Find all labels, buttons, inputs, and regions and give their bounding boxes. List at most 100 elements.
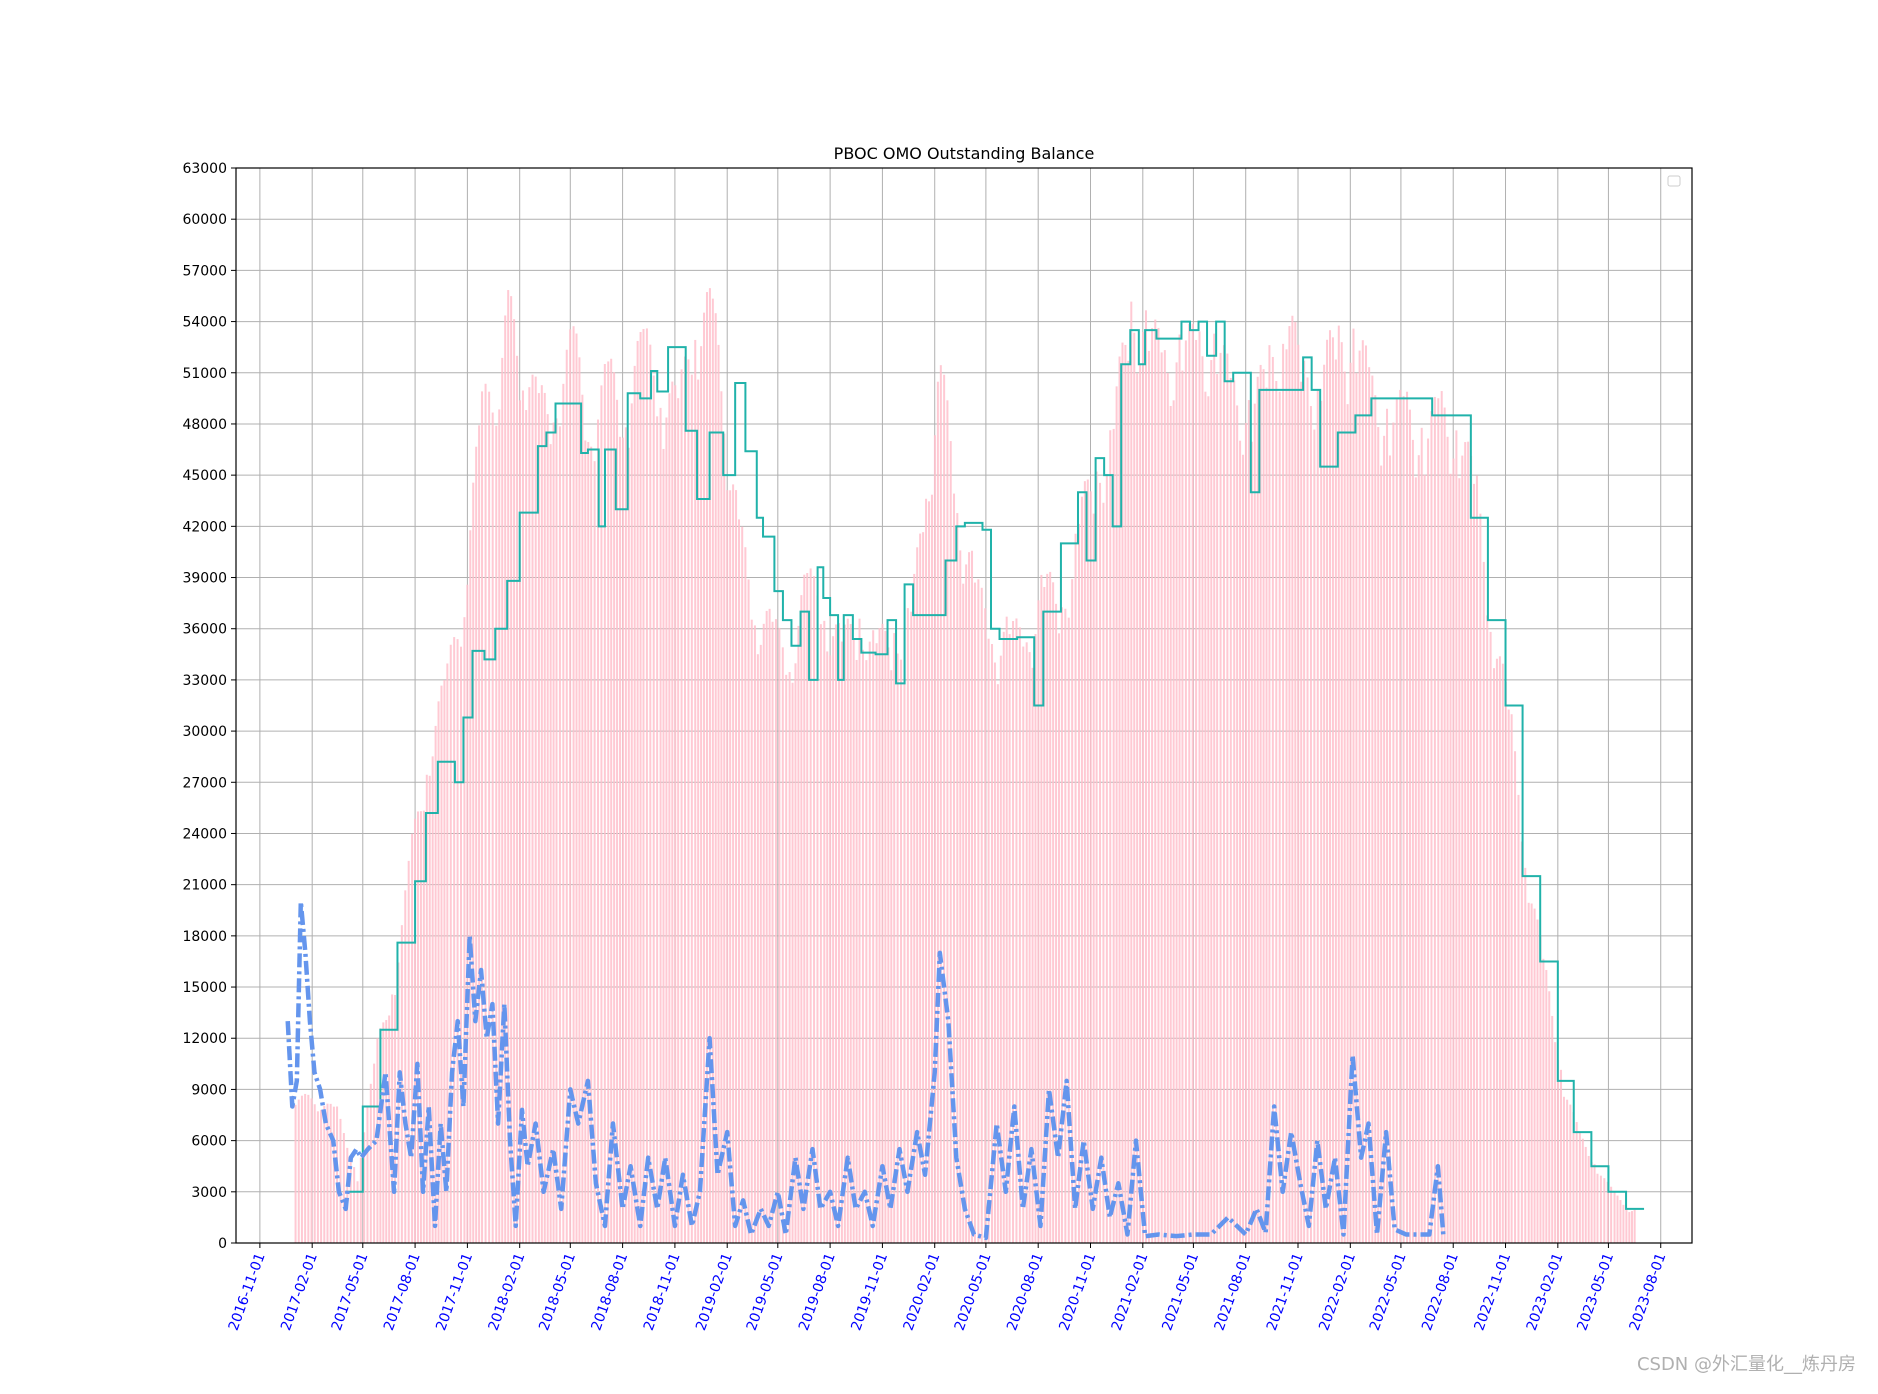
bar	[1326, 339, 1329, 1243]
bar	[1071, 579, 1074, 1243]
bar	[446, 663, 449, 1243]
bar	[1151, 328, 1154, 1243]
bar	[1313, 429, 1316, 1243]
bar	[1590, 1162, 1593, 1243]
bar	[1440, 391, 1443, 1243]
bar	[407, 860, 410, 1243]
bar	[1201, 356, 1204, 1243]
bar	[823, 620, 826, 1243]
bar	[1467, 441, 1470, 1244]
bar	[768, 608, 771, 1243]
bar	[1133, 332, 1136, 1243]
bar	[858, 618, 861, 1243]
bar	[1610, 1186, 1613, 1243]
bar	[1628, 1212, 1631, 1243]
bar	[1265, 387, 1268, 1243]
bar	[1184, 340, 1187, 1243]
bar	[1578, 1132, 1581, 1243]
bar	[700, 346, 703, 1243]
bar	[1507, 709, 1510, 1243]
bar	[1406, 391, 1409, 1243]
y-tick-label: 27000	[182, 775, 227, 791]
bar	[1102, 502, 1105, 1243]
step-line	[345, 320, 1645, 1210]
bar	[339, 1118, 342, 1243]
y-axis: 0 3000 6000 9000 12000 15000 18000 21000 24000 27…	[182, 161, 236, 1252]
bar	[1328, 330, 1331, 1243]
bar	[868, 641, 871, 1243]
bar	[1216, 374, 1219, 1243]
bar	[791, 682, 794, 1243]
bar	[1012, 621, 1015, 1243]
y-tick-label: 39000	[182, 571, 227, 587]
y-tick-label: 18000	[182, 929, 227, 945]
bar	[878, 628, 881, 1243]
bar	[996, 684, 999, 1243]
bar	[1247, 400, 1250, 1243]
bar	[813, 576, 816, 1243]
bar	[806, 573, 809, 1243]
y-tick-label: 9000	[191, 1082, 227, 1098]
bar	[837, 623, 840, 1243]
bar	[928, 501, 931, 1243]
bar	[1278, 391, 1281, 1243]
bar	[756, 654, 759, 1243]
bar	[803, 574, 806, 1243]
bar	[1408, 409, 1411, 1243]
bar	[411, 833, 414, 1243]
bar	[861, 649, 864, 1243]
bar	[1060, 607, 1063, 1243]
bar	[987, 638, 990, 1243]
bar	[342, 1133, 345, 1243]
bar	[1449, 473, 1452, 1243]
bar	[973, 582, 976, 1243]
bar	[1501, 663, 1504, 1243]
bar	[1074, 533, 1077, 1243]
bar	[1191, 323, 1194, 1243]
bar	[1239, 440, 1242, 1243]
bar	[1195, 339, 1198, 1243]
bar	[460, 646, 462, 1243]
bar	[391, 994, 394, 1243]
bar	[1562, 1096, 1565, 1243]
bar	[549, 444, 552, 1244]
bar	[1557, 1059, 1560, 1243]
bar	[1226, 353, 1229, 1244]
bar	[900, 659, 903, 1243]
bar	[1250, 441, 1253, 1243]
bar	[1282, 343, 1285, 1244]
bar	[1482, 561, 1485, 1243]
chart-title: PBOC OMO Outstanding Balance	[834, 144, 1095, 163]
bar	[744, 547, 747, 1243]
bar	[1340, 342, 1343, 1243]
bar	[1420, 427, 1423, 1244]
bar	[1300, 381, 1303, 1244]
bar	[797, 625, 800, 1243]
bar	[513, 319, 516, 1243]
bar	[1015, 618, 1018, 1243]
bar	[1166, 373, 1169, 1243]
bar	[543, 392, 546, 1243]
bar	[1002, 631, 1005, 1243]
bar	[1022, 646, 1025, 1243]
bar	[959, 550, 962, 1243]
y-tick-label: 33000	[182, 673, 227, 689]
bar	[453, 637, 456, 1243]
bar	[630, 403, 633, 1243]
bar	[1121, 342, 1124, 1243]
bar	[980, 587, 983, 1243]
bar	[984, 608, 987, 1243]
bar	[913, 573, 916, 1243]
bar	[1593, 1164, 1596, 1243]
bar	[329, 1103, 332, 1243]
bar	[552, 422, 555, 1243]
bar	[826, 651, 829, 1243]
dashdot-series	[285, 899, 1446, 1241]
bar	[953, 493, 956, 1244]
bar	[800, 595, 803, 1243]
bar	[356, 1181, 359, 1243]
y-tick-label: 36000	[182, 622, 227, 638]
bar	[1256, 376, 1259, 1243]
bar	[962, 583, 965, 1243]
